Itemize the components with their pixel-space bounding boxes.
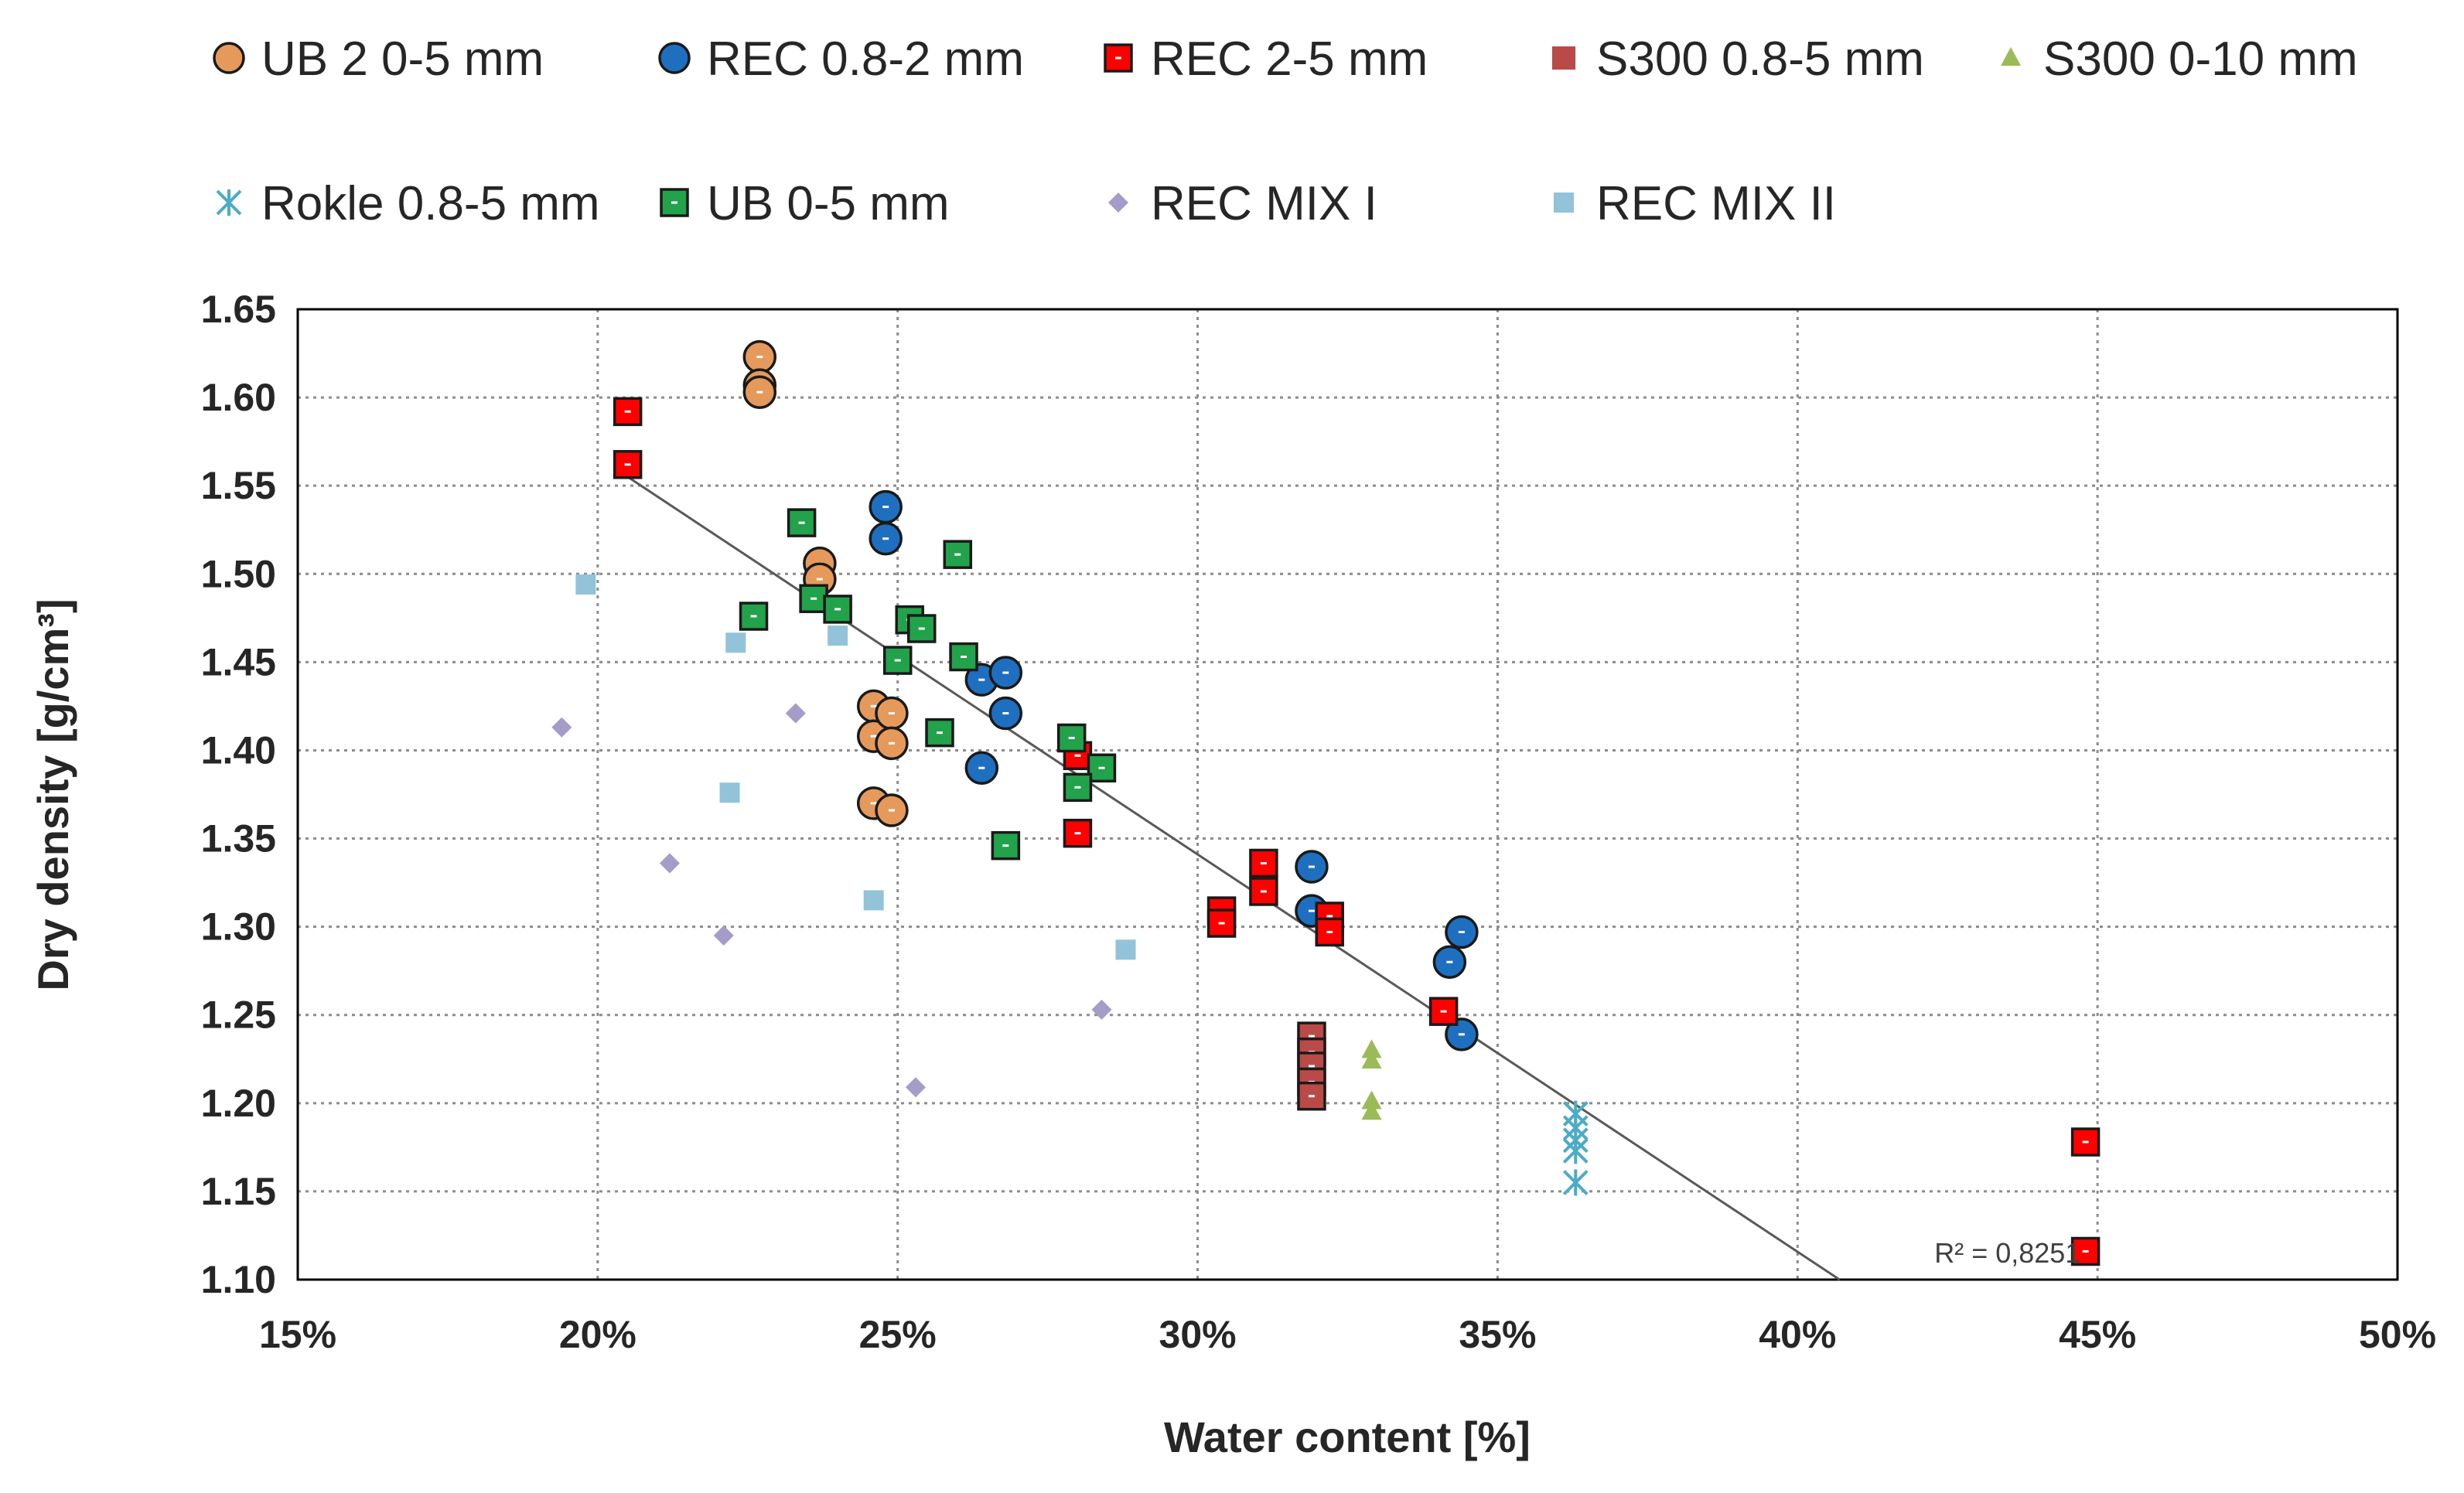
plot-frame (296, 308, 2399, 1281)
x-tick-label: 25% (859, 1313, 937, 1356)
annotations: R² = 0,8251 (1934, 1237, 2080, 1269)
legend-label: UB 0-5 mm (707, 177, 949, 230)
data-point (659, 853, 680, 874)
y-tick-label: 1.10 (201, 1258, 276, 1301)
legend-marker (1554, 193, 1574, 213)
data-point (1115, 939, 1136, 960)
legend-marker (1552, 46, 1575, 70)
data-point (575, 574, 596, 595)
legend-item: REC 0.8-2 mm (658, 32, 1024, 86)
legend-item: S300 0.8-5 mm (1552, 32, 1924, 86)
y-tick-label: 1.25 (201, 994, 276, 1037)
data-point (1091, 999, 1112, 1020)
legend-marker (216, 189, 242, 216)
data-point (787, 508, 817, 537)
legend: UB 2 0-5 mm REC 0.8-2 mm REC 2-5 mm S300 0.… (213, 32, 2358, 230)
series-7 (551, 703, 1112, 1098)
data-point (551, 717, 572, 738)
legend-item: S300 0-10 mm (2001, 32, 2358, 86)
series-6 (739, 508, 1117, 861)
y-tick-label: 1.40 (201, 728, 276, 772)
x-axis-label: Water content [%] (1164, 1413, 1531, 1461)
series-4 (1361, 1039, 1382, 1120)
x-tick-label: 35% (1459, 1313, 1536, 1356)
y-tick-label: 1.55 (201, 464, 276, 507)
data-point (1361, 1039, 1382, 1058)
y-tick-label: 1.65 (201, 288, 276, 331)
data-point (1428, 997, 1459, 1026)
legend-label: S300 0-10 mm (2043, 32, 2358, 86)
legend-label: REC MIX I (1151, 177, 1377, 230)
y-tick-label: 1.45 (201, 640, 276, 683)
y-tick-label: 1.20 (201, 1082, 276, 1125)
series-3 (1297, 1021, 1326, 1111)
x-tick-label: 50% (2359, 1313, 2436, 1356)
x-tick-label: 15% (259, 1313, 336, 1356)
legend-label: S300 0.8-5 mm (1596, 32, 1924, 86)
tick-labels: 15% 20% 25% 30% 35% 40% 45% 50% 1.10 1.15 1.20 1.25… (201, 288, 2436, 1356)
series-1 (869, 489, 1479, 1052)
series-8 (575, 574, 1136, 960)
data-point (828, 625, 848, 646)
legend-marker (2001, 47, 2021, 66)
legend-label: Rokle 0.8-5 mm (261, 177, 600, 230)
data-point (1562, 1137, 1589, 1164)
legend-label: REC MIX II (1596, 177, 1836, 230)
legend-marker (658, 42, 691, 74)
y-tick-label: 1.50 (201, 552, 276, 595)
data-point (713, 925, 734, 946)
y-axis-label: Dry density [g/cm³] (29, 598, 77, 990)
legend-item: Rokle 0.8-5 mm (216, 177, 600, 230)
data-point (863, 890, 884, 911)
data-point (991, 830, 1021, 861)
legend-item: REC 2-5 mm (1104, 32, 1428, 86)
data-point (1361, 1101, 1382, 1120)
r-squared-label: R² = 0,8251 (1934, 1237, 2080, 1269)
data-point (1361, 1050, 1382, 1069)
series-0 (742, 339, 909, 827)
legend-item: REC MIX I (1108, 177, 1377, 230)
y-tick-label: 1.15 (201, 1170, 276, 1213)
x-tick-label: 40% (1759, 1313, 1836, 1356)
data-point (725, 632, 746, 653)
series-5 (1562, 1100, 1589, 1196)
legend-marker (1108, 193, 1128, 213)
grid (298, 309, 2397, 1280)
legend-label: UB 2 0-5 mm (261, 32, 544, 86)
legend-item: UB 2 0-5 mm (213, 32, 544, 86)
data-point (1562, 1169, 1589, 1196)
data-point (1087, 753, 1117, 783)
legend-label: REC 0.8-2 mm (707, 32, 1024, 86)
data-point (613, 450, 643, 479)
series-2 (613, 397, 2101, 1266)
data-point (719, 782, 740, 803)
legend-label: REC 2-5 mm (1151, 32, 1428, 86)
y-tick-label: 1.35 (201, 817, 276, 861)
data-marks (551, 339, 2101, 1266)
x-tick-label: 30% (1159, 1313, 1237, 1356)
legend-item: REC MIX II (1554, 177, 1836, 230)
legend-marker (213, 42, 245, 74)
data-point (1361, 1090, 1382, 1110)
data-point (1249, 877, 1278, 906)
x-tick-label: 45% (2059, 1313, 2136, 1356)
data-point (905, 1077, 926, 1098)
y-tick-label: 1.60 (201, 376, 276, 419)
data-point (785, 703, 806, 724)
legend-item: UB 0-5 mm (660, 177, 949, 230)
x-tick-label: 20% (559, 1313, 636, 1356)
y-tick-label: 1.30 (201, 905, 276, 949)
